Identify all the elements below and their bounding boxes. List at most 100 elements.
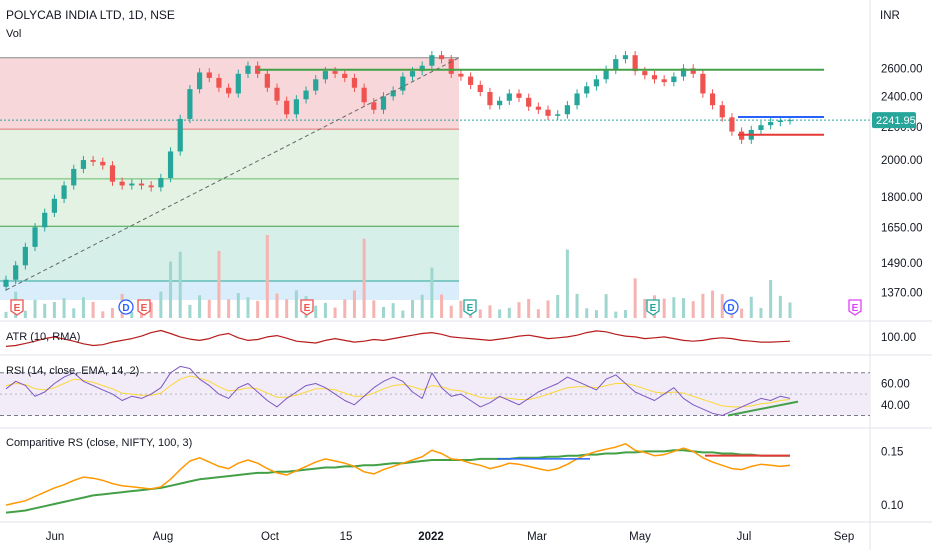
candle-body xyxy=(564,105,570,115)
volume-bar xyxy=(672,297,676,318)
volume-bar xyxy=(372,300,376,318)
volume-bar xyxy=(188,304,192,318)
volume-bar xyxy=(62,298,66,318)
candle-body xyxy=(700,73,706,94)
time-tick-label: Sep xyxy=(834,531,854,543)
candle-body xyxy=(690,68,696,74)
price-tick-label: 1650.00 xyxy=(881,222,923,234)
candle-body xyxy=(758,125,764,130)
dividend-badge[interactable]: D xyxy=(118,299,134,315)
candle-body xyxy=(235,73,241,94)
earnings-badge[interactable]: E xyxy=(137,299,151,316)
candle-body xyxy=(226,87,232,94)
badge-shape xyxy=(10,299,24,316)
badge-shape xyxy=(463,299,477,316)
volume-bar xyxy=(565,249,569,318)
candle-body xyxy=(90,160,96,162)
volume-bar xyxy=(459,300,463,318)
candle-body xyxy=(545,109,551,116)
volume-bar xyxy=(701,293,705,318)
price-tick-label: 2600.00 xyxy=(881,63,923,75)
candle-body xyxy=(777,120,783,123)
volume-bar xyxy=(604,294,608,318)
volume-bar xyxy=(401,310,405,318)
crs-ma-line xyxy=(5,449,790,514)
volume-bar xyxy=(411,299,415,318)
volume-bar xyxy=(449,305,453,318)
volume-bar xyxy=(720,294,724,318)
price-axis[interactable]: 2600.002400.002200.002000.001800.001650.… xyxy=(881,63,923,512)
fib-trend-line xyxy=(5,57,460,291)
candle-body xyxy=(32,227,38,247)
candle-body xyxy=(22,246,28,266)
candle-body xyxy=(332,71,338,74)
volume-bar xyxy=(362,238,366,318)
comparative-rs-indicator xyxy=(5,443,791,514)
volume-bar xyxy=(323,302,327,318)
candle-body xyxy=(409,71,416,77)
volume-bar xyxy=(33,299,37,318)
candle-body xyxy=(487,92,493,106)
candle-body xyxy=(429,55,435,66)
volume-bar xyxy=(149,302,153,318)
candle-body xyxy=(526,97,532,107)
time-tick-label: May xyxy=(629,531,651,543)
time-axis[interactable]: Jun Aug Oct 15 2022 Mar May Jul Sep xyxy=(46,531,855,543)
candle-body xyxy=(196,72,203,90)
badge-letter: E xyxy=(650,303,657,314)
volume-bar xyxy=(110,308,114,318)
dividend-badge[interactable]: D xyxy=(723,299,739,315)
time-tick-label: 15 xyxy=(340,531,353,543)
earnings-badge[interactable]: E xyxy=(646,299,660,316)
candle-body xyxy=(148,185,154,188)
earnings-badge[interactable]: E xyxy=(300,299,314,316)
candle-body xyxy=(390,90,396,97)
candle-body xyxy=(729,117,735,132)
time-tick-label: Mar xyxy=(527,531,547,543)
volume-bar xyxy=(430,267,434,318)
fib-zone xyxy=(0,57,459,130)
volume-bar xyxy=(207,299,211,318)
volume-bar xyxy=(91,301,95,318)
volume-bar xyxy=(72,308,76,318)
volume-bar xyxy=(285,299,289,318)
earnings-badge[interactable]: E xyxy=(463,299,477,316)
time-tick-label: Jul xyxy=(737,531,752,543)
earnings-badge[interactable]: E xyxy=(848,299,862,316)
volume-bar xyxy=(585,308,589,318)
volume-bar xyxy=(517,302,521,318)
volume-bar xyxy=(101,311,105,318)
fib-level-lines xyxy=(0,57,870,282)
candle-body xyxy=(661,79,667,83)
crs-line xyxy=(5,443,791,506)
candle-body xyxy=(119,181,125,186)
volume-bar xyxy=(527,298,531,318)
volume-bar xyxy=(333,307,337,318)
volume-bar xyxy=(178,251,182,318)
rsi-ma-line xyxy=(5,375,791,408)
price-tick-label: 2400.00 xyxy=(881,91,923,103)
badge-shape xyxy=(723,299,739,315)
volume-bar xyxy=(217,250,221,318)
candle-body xyxy=(400,76,406,91)
badge-letter: E xyxy=(141,303,148,314)
volume-bar xyxy=(749,296,753,318)
badge-letter: E xyxy=(852,303,859,314)
candle-body xyxy=(61,185,67,199)
volume-bar xyxy=(682,298,686,318)
candle-body xyxy=(342,73,348,78)
volume-label: Vol xyxy=(6,28,21,40)
candle-body xyxy=(380,96,387,110)
candle-body xyxy=(622,55,629,60)
badge-letter: D xyxy=(727,303,734,314)
candle-body xyxy=(13,265,19,280)
earnings-badge[interactable]: E xyxy=(10,299,24,316)
volume-bar xyxy=(275,293,279,318)
candle-body xyxy=(371,102,377,110)
volume-bar xyxy=(343,299,347,318)
currency-label: INR xyxy=(880,10,900,22)
candle-body xyxy=(477,84,483,93)
candle-body xyxy=(671,76,677,83)
volume-bar xyxy=(256,300,260,318)
